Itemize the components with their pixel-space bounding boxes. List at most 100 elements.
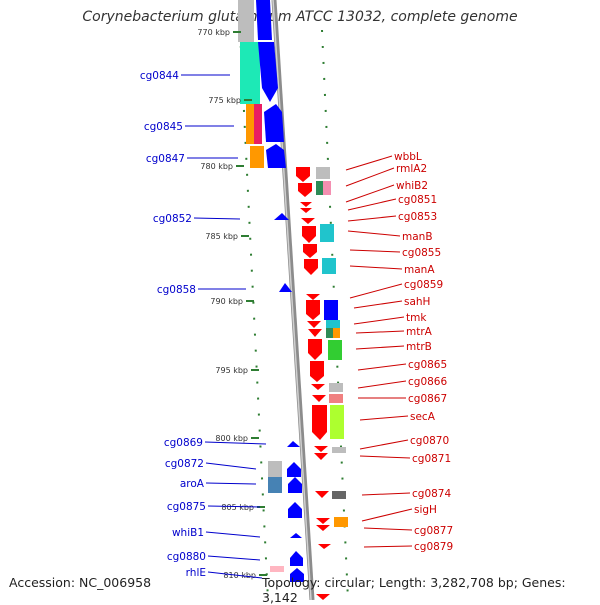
right-label-leader — [345, 155, 393, 171]
right-gene-label[interactable]: cg0866 — [408, 376, 447, 388]
forward-gene — [290, 568, 304, 582]
right-gene-label[interactable]: manB — [402, 231, 433, 243]
right-label-leader — [349, 265, 403, 270]
forward-gene — [287, 462, 301, 477]
right-gene-label[interactable]: tmk — [406, 312, 427, 324]
reverse-gene — [296, 167, 310, 182]
right-label-leader — [353, 300, 403, 309]
forward-gene — [287, 441, 300, 447]
forward-gene — [288, 477, 302, 493]
right-gene-label[interactable]: cg0853 — [398, 211, 437, 223]
left-label-leader — [205, 531, 261, 538]
right-label-leader — [357, 380, 407, 389]
reverse-genes[interactable] — [296, 167, 331, 600]
left-gene-label[interactable]: cg0852 — [153, 213, 192, 225]
right-gene-label[interactable]: cg0874 — [412, 488, 451, 500]
reverse-gene — [312, 405, 327, 440]
left-gene-label[interactable]: cg0844 — [140, 70, 179, 82]
forward-gene — [274, 213, 289, 220]
reverse-gene — [311, 384, 325, 390]
right-gene-label[interactable]: cg0879 — [414, 541, 453, 553]
scale-tick-label: 770 kbp — [197, 28, 230, 37]
right-gene-label[interactable]: cg0877 — [414, 525, 453, 537]
left-feature-blocks — [238, 0, 284, 572]
reverse-gene — [316, 525, 330, 531]
right-gene-label[interactable]: rmlA2 — [396, 163, 427, 175]
forward-genes[interactable] — [256, 0, 304, 582]
forward-gene — [288, 502, 302, 518]
right-gene-label[interactable]: cg0859 — [404, 279, 443, 291]
reverse-gene — [314, 446, 328, 452]
map-title: Corynebacterium glutamicum ATCC 13032, c… — [82, 9, 518, 25]
right-label-leader — [359, 415, 409, 421]
right-gene-label[interactable]: cg0871 — [412, 453, 451, 465]
right-label-leader — [353, 316, 405, 325]
right-label-leader — [355, 345, 405, 350]
left-label-leader — [205, 482, 257, 485]
right-feature-blocks — [316, 167, 348, 527]
right-gene-label[interactable]: wbbL — [394, 151, 422, 163]
scale-tick-label: 795 kbp — [215, 366, 248, 375]
right-label-leader — [361, 492, 411, 496]
left-gene-label[interactable]: cg0858 — [157, 284, 196, 296]
right-label-leader — [363, 545, 413, 548]
right-gene-label[interactable]: cg0851 — [398, 194, 437, 206]
reverse-gene — [304, 259, 318, 275]
right-gene-label[interactable]: cg0870 — [410, 435, 449, 447]
left-gene-labels: cg0844 cg0845 cg0847 cg0852 cg0858 cg0869 cg08… — [140, 70, 267, 579]
right-gene-label[interactable]: cg0867 — [408, 393, 447, 405]
left-gene-label[interactable]: cg0880 — [167, 551, 206, 563]
reverse-gene — [306, 294, 320, 300]
left-gene-label[interactable]: cg0847 — [146, 153, 185, 165]
reverse-gene — [307, 321, 321, 328]
right-gene-label[interactable]: secA — [410, 411, 436, 423]
right-gene-label[interactable]: cg0865 — [408, 359, 447, 371]
reverse-gene — [316, 518, 330, 524]
right-label-leader — [345, 184, 395, 203]
topology-summary: Topology: circular; Length: 3,282,708 bp… — [262, 575, 566, 605]
right-gene-label[interactable]: sahH — [404, 296, 430, 308]
forward-gene — [290, 533, 302, 538]
reverse-gene — [300, 208, 312, 213]
reverse-gene — [312, 395, 326, 402]
right-gene-label[interactable]: cg0855 — [402, 247, 441, 259]
left-gene-label[interactable]: whiB1 — [172, 527, 204, 539]
left-label-leader — [207, 555, 261, 561]
reverse-gene — [310, 361, 324, 382]
right-label-leader — [349, 249, 401, 253]
left-gene-label[interactable]: cg0872 — [165, 458, 204, 470]
scale-tick-label: 785 kbp — [205, 232, 238, 241]
left-gene-label[interactable]: cg0869 — [164, 437, 203, 449]
reverse-gene — [306, 300, 320, 320]
reverse-gene — [303, 244, 317, 258]
right-gene-label[interactable]: mtrB — [406, 341, 432, 353]
forward-gene — [256, 0, 272, 40]
right-label-leader — [359, 439, 409, 450]
right-label-leader — [347, 230, 401, 237]
left-gene-label[interactable]: rhlE — [186, 567, 206, 579]
right-label-leader — [345, 167, 395, 187]
right-gene-label[interactable]: mtrA — [406, 326, 433, 338]
forward-gene — [258, 42, 278, 102]
scale-tick-label: 775 kbp — [208, 96, 241, 105]
left-label-leader — [204, 441, 267, 445]
reverse-gene — [308, 329, 322, 337]
right-gene-label[interactable]: manA — [404, 264, 435, 276]
right-gene-label[interactable]: whiB2 — [396, 180, 428, 192]
reverse-gene — [315, 491, 329, 498]
forward-gene — [264, 104, 284, 142]
forward-gene — [266, 144, 286, 168]
left-gene-label[interactable]: aroA — [180, 478, 205, 490]
right-label-leader — [363, 527, 413, 531]
scale-tick-label: 790 kbp — [210, 297, 243, 306]
right-gene-label[interactable]: sigH — [414, 504, 437, 516]
left-gene-label[interactable]: cg0875 — [167, 501, 206, 513]
right-label-leader — [347, 198, 397, 211]
left-gene-label[interactable]: cg0845 — [144, 121, 183, 133]
right-label-leader — [361, 508, 413, 522]
scale-tick-label: 800 kbp — [215, 434, 248, 443]
forward-gene — [279, 283, 292, 292]
right-label-leader — [349, 283, 403, 299]
